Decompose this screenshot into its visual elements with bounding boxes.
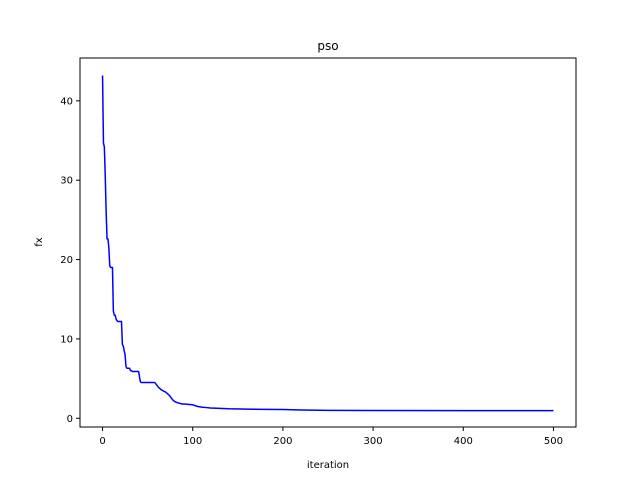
y-axis-label: fx [34,237,45,247]
x-tick-label: 400 [454,436,473,447]
chart-title: pso [317,39,338,53]
x-axis-label: iteration [307,460,349,471]
plot-area [101,75,554,412]
series-line-0 [101,75,554,412]
x-tick-label: 300 [364,436,383,447]
y-tick-label: 40 [60,96,73,107]
x-tick-label: 100 [183,436,202,447]
y-tick-label: 30 [60,176,73,187]
x-tick-label: 500 [544,436,563,447]
y-tick-label: 10 [60,334,73,345]
axes-frame [79,57,577,428]
y-tick-label: 0 [67,414,73,425]
x-tick-label: 0 [99,436,105,447]
x-tick-label: 200 [273,436,292,447]
axis-ticks: 0 100 200 300 400 500 0 10 20 30 40 [60,96,563,447]
y-tick-label: 20 [60,255,73,266]
